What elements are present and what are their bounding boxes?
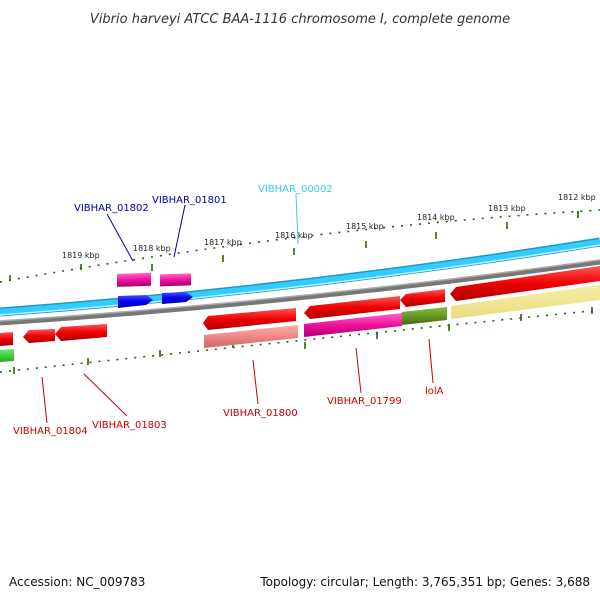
cds-VIBHAR_01800[interactable]: [204, 325, 298, 348]
cds-far-right-forward[interactable]: [450, 266, 600, 301]
gene-label-VIBHAR_01804[interactable]: VIBHAR_01804: [13, 426, 88, 437]
leader-VIBHAR_01799: [355, 347, 362, 394]
gene-label-VIBHAR_01800[interactable]: VIBHAR_01800: [223, 408, 298, 419]
leader-VIBHAR_01800: [252, 359, 259, 405]
footer-topology: Topology: circular; Length: 3,765,351 bp…: [259, 575, 590, 589]
tick-label-1817: 1817 kbp: [204, 238, 242, 247]
cds-VIBHAR_01799[interactable]: [304, 313, 402, 337]
cds-VIBHAR_01803[interactable]: [55, 324, 107, 341]
tick-label-1818: 1818 kbp: [133, 244, 171, 253]
tick-label-1815: 1815 kbp: [346, 222, 384, 231]
backbone-gray-track: [0, 259, 600, 326]
gene-label-lolA[interactable]: lolA: [425, 386, 444, 397]
map-title: Vibrio harveyi ATCC BAA-1116 chromosome …: [90, 12, 510, 27]
gene-label-VIBHAR_01799[interactable]: VIBHAR_01799: [327, 396, 402, 407]
gene-label-VIBHAR_01803[interactable]: VIBHAR_01803: [92, 420, 167, 431]
cds-VIBHAR_01800-forward[interactable]: [203, 308, 296, 330]
leader-VIBHAR_01801: [173, 204, 186, 258]
tick-label-1813: 1813 kbp: [488, 204, 526, 213]
inner-dotted-line: [0, 309, 600, 373]
cds-lolA[interactable]: [402, 307, 447, 325]
scale-ruler: [0, 209, 600, 283]
leader-lolA: [428, 338, 434, 384]
gene-label-VIBHAR_01801[interactable]: VIBHAR_01801: [152, 195, 227, 206]
cds-green-left[interactable]: [0, 349, 14, 362]
gene-label-VIBHAR_00002[interactable]: VIBHAR_00002: [258, 184, 333, 195]
label-leaders: [41, 193, 434, 424]
leader-VIBHAR_01802: [106, 213, 134, 262]
leader-VIBHAR_01803: [83, 373, 128, 417]
cds-VIBHAR_01802[interactable]: [117, 272, 151, 287]
tick-label-1816: 1816 kbp: [275, 231, 313, 240]
cds-left-edge[interactable]: [0, 332, 13, 346]
cds-khaki-right[interactable]: [451, 285, 600, 319]
cds-VIBHAR_01799-forward[interactable]: [304, 296, 400, 319]
gene-label-VIBHAR_01802[interactable]: VIBHAR_01802: [74, 203, 149, 214]
leader-VIBHAR_01804: [41, 376, 48, 424]
backbone-cyan-fill: [0, 239, 600, 315]
backbone-gray-highlight: [0, 259, 600, 322]
tick-label-1814: 1814 kbp: [417, 213, 455, 222]
backbone-cyan-highlight: [0, 244, 600, 316]
leader-VIBHAR_00002: [295, 193, 299, 245]
footer-accession: Accession: NC_009783: [9, 575, 145, 589]
cds-VIBHAR_01804[interactable]: [23, 329, 55, 343]
cds-VIBHAR_01802-blue[interactable]: [118, 295, 153, 308]
tick-label-1819: 1819 kbp: [62, 251, 100, 260]
cds-VIBHAR_01801[interactable]: [160, 273, 191, 287]
cds-lolA-forward[interactable]: [400, 289, 445, 307]
tick-label-1812: 1812 kbp: [558, 193, 596, 202]
cds-VIBHAR_01801-blue[interactable]: [162, 292, 193, 304]
